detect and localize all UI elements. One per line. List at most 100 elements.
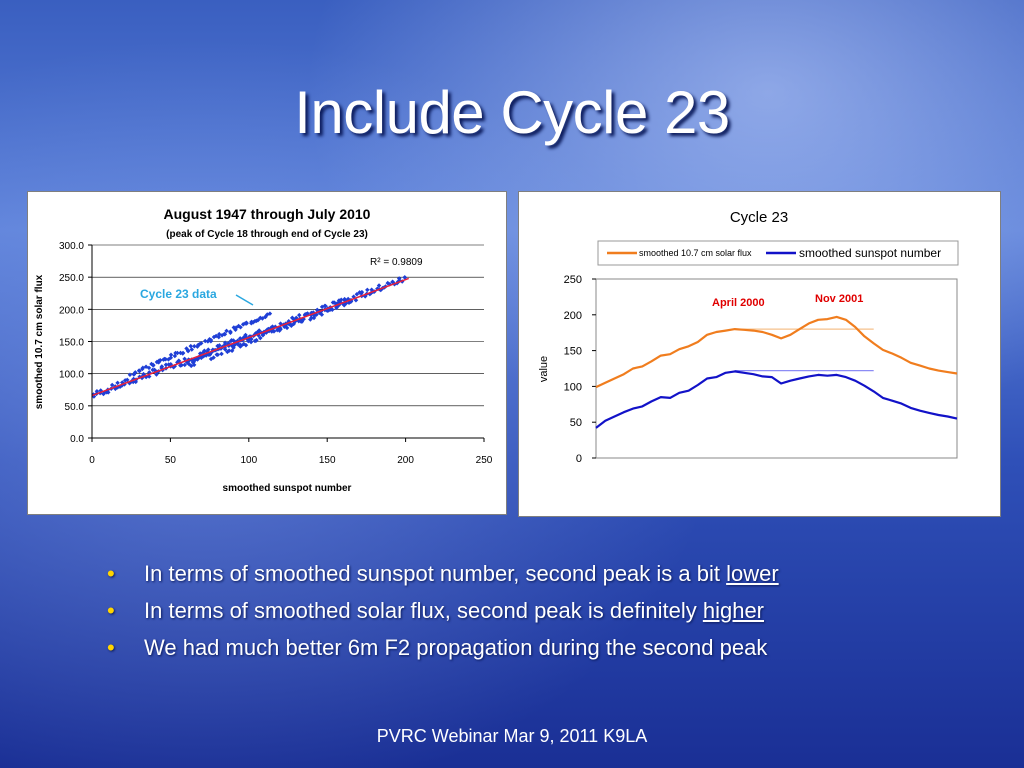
scatter-point	[179, 362, 184, 368]
chart-title: August 1947 through July 2010	[164, 206, 371, 222]
bullet-text: In terms of smoothed solar flux, second …	[144, 598, 703, 623]
scatter-point	[105, 390, 111, 395]
y-tick-label: 50.0	[65, 402, 85, 413]
cycle-23-label: Cycle 23 data	[140, 287, 217, 301]
y-tick-label: 200	[564, 310, 582, 322]
scatter-point	[202, 338, 208, 344]
scatter-point	[341, 302, 347, 308]
y-tick-label: 100	[564, 381, 582, 393]
x-axis-label: smoothed sunspot number	[223, 483, 352, 494]
scatter-point	[127, 372, 133, 377]
bullet-dot-icon: •	[107, 635, 115, 660]
y-tick-label: 0	[576, 453, 582, 465]
cycle-23-pointer	[235, 294, 254, 306]
scatter-point	[189, 347, 195, 352]
x-tick-labels: 0 50 100 150 200 250	[89, 455, 493, 466]
y-tick-labels: 0 50 100 150 200 250	[564, 274, 596, 465]
scatter-point	[163, 356, 168, 362]
scatter-point	[222, 347, 228, 352]
plot-area	[595, 278, 958, 459]
x-tick-label: 50	[165, 455, 177, 466]
y-tick-label: 200.0	[59, 305, 84, 316]
scatter-point	[244, 320, 249, 326]
scatter-point	[222, 340, 228, 346]
scatter-point	[211, 355, 216, 360]
scatter-point	[248, 339, 254, 345]
scatter-point	[219, 351, 224, 357]
chart-title: Cycle 23	[730, 209, 788, 226]
scatter-point	[319, 312, 325, 317]
bullet-text: In terms of smoothed sunspot number, sec…	[144, 561, 727, 586]
y-axis-label: value	[538, 356, 550, 382]
scatter-point	[176, 358, 182, 364]
y-tick-labels: 0.0 50.0 100.0 150.0 200.0 250.0 300.0	[59, 241, 84, 445]
y-tick-label: 150.0	[59, 338, 84, 349]
y-tick-label: 250.0	[59, 273, 84, 284]
slide-footer: PVRC Webinar Mar 9, 2011 K9LA	[376, 726, 648, 746]
scatter-chart: August 1947 through July 2010 (peak of C…	[34, 206, 493, 494]
scatter-point	[182, 356, 187, 362]
legend-label-solar-flux: smoothed 10.7 cm solar flux	[639, 248, 752, 258]
scatter-point	[175, 350, 180, 356]
trendline-line	[91, 277, 409, 397]
x-tick-label: 100	[240, 455, 257, 466]
bullet-text: We had much better 6m F2 propagation dur…	[144, 635, 768, 660]
scatter-point	[296, 312, 302, 318]
y-tick-label: 50	[570, 417, 582, 429]
scatter-point	[278, 326, 283, 332]
scatter-point	[206, 347, 211, 352]
bullet-item: • In terms of smoothed solar flux, second…	[107, 595, 987, 632]
line-chart-panel: Cycle 23 smoothed 10.7 cm solar flux smo…	[518, 191, 1001, 517]
annotation-nov-2001: Nov 2001	[815, 293, 863, 305]
scatter-point	[191, 362, 197, 368]
gridlines	[88, 244, 485, 442]
y-tick-label: 150	[564, 346, 582, 358]
scatter-point	[168, 352, 174, 358]
scatter-chart-panel: August 1947 through July 2010 (peak of C…	[27, 191, 507, 515]
bullet-dot-icon: •	[107, 561, 115, 586]
scatter-point	[365, 287, 370, 293]
scatter-point	[172, 353, 178, 359]
series-line-sunspot	[595, 370, 958, 429]
scatter-point	[109, 382, 115, 388]
bullet-emphasis: lower	[726, 561, 779, 586]
scatter-point	[260, 332, 266, 338]
bullet-item: • We had much better 6m F2 propagation du…	[107, 632, 987, 669]
y-tick-label: 0.0	[70, 434, 84, 445]
bullet-item: • In terms of smoothed sunspot number, se…	[107, 558, 987, 595]
scatter-point	[168, 355, 174, 361]
bullet-dot-icon: •	[107, 598, 115, 623]
y-axis-label: smoothed 10.7 cm solar flux	[34, 274, 45, 409]
y-tick-label: 100.0	[59, 370, 84, 381]
series-line-solar-flux	[595, 315, 958, 389]
scatter-point	[359, 289, 365, 295]
annotation-april-2000: April 2000	[712, 297, 765, 309]
legend-label-sunspot: smoothed sunspot number	[799, 246, 941, 260]
scatter-point	[94, 388, 100, 394]
scatter-point	[271, 329, 277, 334]
x-tick-label: 150	[319, 455, 336, 466]
scatter-point	[136, 368, 142, 373]
scatter-point	[115, 380, 120, 386]
scatter-point	[215, 352, 221, 358]
chart-subtitle: (peak of Cycle 18 through end of Cycle 2…	[166, 229, 368, 240]
x-tick-label: 200	[397, 455, 414, 466]
bullet-emphasis: higher	[702, 598, 764, 623]
reference-lines	[734, 328, 874, 372]
x-tick-label: 250	[476, 455, 493, 466]
bullet-list: • In terms of smoothed sunspot number, se…	[107, 558, 987, 669]
scatter-point	[159, 364, 165, 369]
series-lines	[595, 315, 958, 429]
y-tick-label: 300.0	[59, 241, 84, 252]
line-chart: Cycle 23 smoothed 10.7 cm solar flux smo…	[538, 209, 959, 465]
slide-title: Include Cycle 23	[294, 79, 730, 146]
scatter-point	[188, 343, 194, 349]
y-tick-label: 250	[564, 274, 582, 286]
scatter-point	[338, 297, 344, 302]
x-tick-label: 0	[89, 455, 95, 466]
scatter-point	[133, 370, 138, 375]
scatter-point	[342, 296, 347, 302]
trendline	[91, 277, 409, 397]
r-squared-label: R² = 0.9809	[370, 257, 423, 268]
scatter-point	[402, 275, 407, 280]
